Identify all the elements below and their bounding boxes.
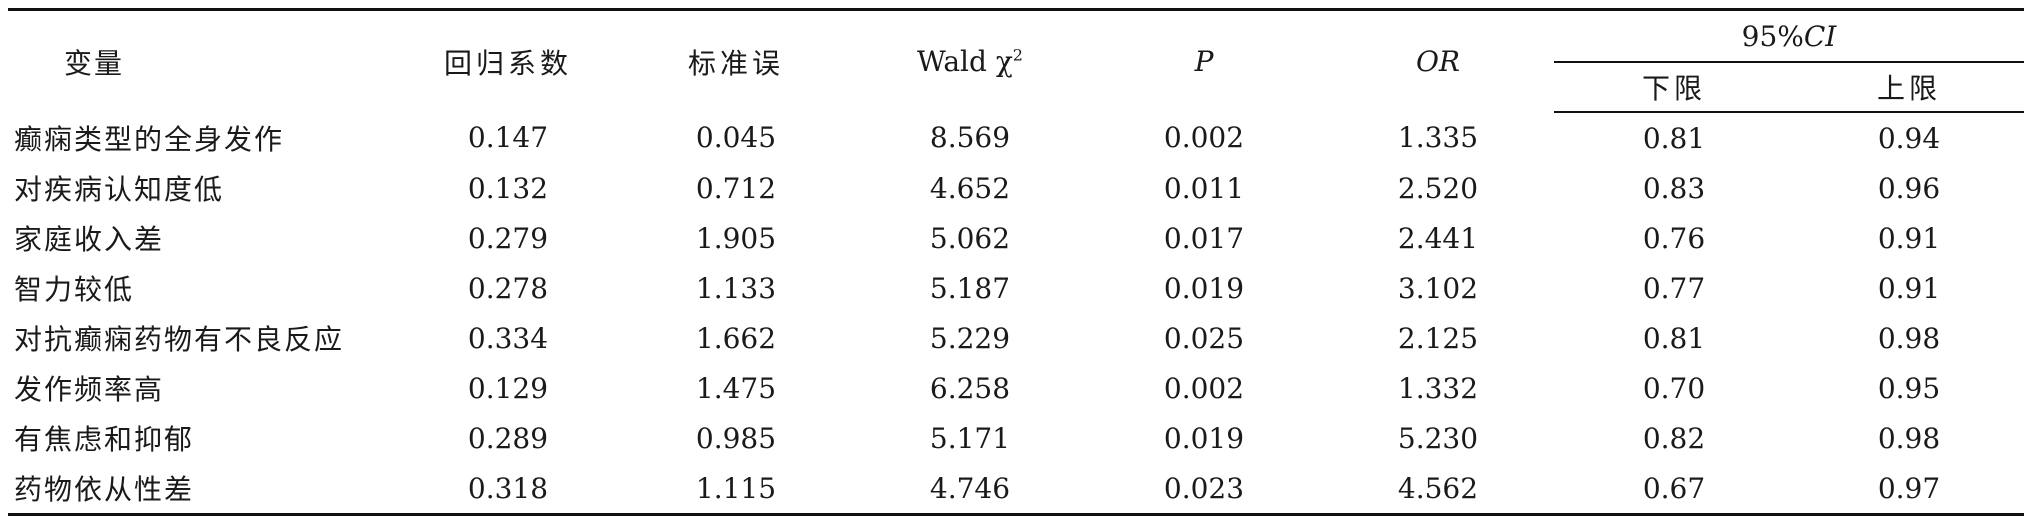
ci-upper-cell: 0.98 (1877, 421, 1941, 455)
standard-error-cell: 0.712 (695, 171, 777, 205)
ci-upper-cell: 0.98 (1877, 321, 1941, 355)
table-row: 有焦虑和抑郁 0.289 0.985 5.171 0.019 5.230 0.82 0.98 (8, 413, 2024, 463)
coefficient-cell: 0.318 (398, 463, 618, 516)
table-row: 家庭收入差 0.279 1.905 5.062 0.017 2.441 0.76 0.91 (8, 213, 2024, 263)
ci-lower-cell: 0.76 (1642, 221, 1706, 255)
odds-ratio-cell: 4.562 (1322, 463, 1554, 516)
coefficient-cell: 0.147 (467, 121, 549, 154)
header-variable: 变量 (8, 8, 398, 112)
wald-cell: 5.229 (929, 321, 1011, 355)
odds-ratio-cell: 2.125 (1397, 321, 1479, 355)
odds-ratio-cell: 5.230 (1397, 421, 1479, 455)
header-ci-prefix: 95% (1741, 19, 1804, 53)
ci-upper-cell: 0.97 (1794, 463, 2024, 516)
coefficient-cell: 0.334 (467, 321, 549, 355)
header-wald-text: Wald χ (917, 45, 1013, 78)
variable-cell: 对抗癫痫药物有不良反应 (14, 323, 345, 356)
standard-error-cell: 1.662 (695, 321, 777, 355)
standard-error-cell: 0.045 (695, 121, 777, 154)
table-row: 发作频率高 0.129 1.475 6.258 0.002 1.332 0.70 0.95 (8, 363, 2024, 413)
p-value-cell: 0.011 (1163, 171, 1245, 205)
table-row: 智力较低 0.278 1.133 5.187 0.019 3.102 0.77 0.91 (8, 263, 2024, 313)
p-value-cell: 0.017 (1163, 221, 1245, 255)
ci-upper-cell: 0.91 (1877, 221, 1941, 255)
wald-cell: 4.652 (929, 171, 1011, 205)
ci-upper-cell: 0.94 (1877, 121, 1941, 155)
p-value-cell: 0.019 (1163, 271, 1245, 305)
coefficient-cell: 0.279 (467, 221, 549, 255)
variable-cell: 药物依从性差 (8, 463, 398, 516)
regression-table: 变量 回归系数 标准误 Wald χ2 P OR 95%CI 下限 上限 癫痫类… (8, 8, 2024, 516)
odds-ratio-cell: 3.102 (1397, 271, 1479, 305)
standard-error-cell: 1.115 (618, 463, 854, 516)
ci-lower-cell: 0.81 (1642, 321, 1706, 355)
wald-cell: 5.187 (929, 271, 1011, 305)
standard-error-cell: 1.475 (695, 371, 777, 405)
wald-cell: 6.258 (929, 371, 1011, 405)
variable-cell: 有焦虑和抑郁 (14, 423, 195, 456)
ci-upper-cell: 0.96 (1877, 171, 1941, 205)
coefficient-cell: 0.289 (467, 421, 549, 455)
coefficient-cell: 0.278 (467, 271, 549, 305)
table-row: 癫痫类型的全身发作 0.147 0.045 8.569 0.002 1.335 0.81 0.… (8, 112, 2024, 163)
p-value-cell: 0.019 (1163, 421, 1245, 455)
wald-cell: 8.569 (929, 121, 1011, 154)
wald-cell: 5.171 (929, 421, 1011, 455)
header-wald: Wald χ2 (854, 8, 1086, 112)
p-value-cell: 0.023 (1086, 463, 1322, 516)
standard-error-cell: 1.133 (695, 271, 777, 305)
variable-cell: 对疾病认知度低 (14, 173, 225, 206)
header-confidence-interval: 95%CI (1554, 8, 2024, 63)
p-value-cell: 0.002 (1163, 371, 1245, 405)
variable-cell: 发作频率高 (14, 373, 165, 406)
header-p-value: P (1086, 8, 1322, 112)
table-row: 药物依从性差 0.318 1.115 4.746 0.023 4.562 0.67 0.97 (8, 463, 2024, 516)
header-ci-upper: 上限 (1794, 62, 2024, 113)
ci-lower-cell: 0.81 (1642, 121, 1706, 155)
ci-lower-cell: 0.82 (1642, 421, 1706, 455)
odds-ratio-cell: 1.332 (1397, 371, 1479, 405)
variable-cell: 智力较低 (14, 273, 135, 306)
header-coefficient: 回归系数 (398, 8, 618, 112)
coefficient-cell: 0.129 (467, 371, 549, 405)
standard-error-cell: 1.905 (695, 221, 777, 255)
header-wald-superscript: 2 (1012, 45, 1023, 65)
variable-cell: 癫痫类型的全身发作 (14, 122, 285, 156)
ci-lower-cell: 0.70 (1642, 371, 1706, 405)
p-value-cell: 0.002 (1163, 121, 1245, 154)
wald-cell: 5.062 (929, 221, 1011, 255)
ci-upper-cell: 0.91 (1877, 271, 1941, 305)
header-standard-error: 标准误 (618, 8, 854, 112)
table-row: 对疾病认知度低 0.132 0.712 4.652 0.011 2.520 0.83 0.96 (8, 163, 2024, 213)
odds-ratio-cell: 2.441 (1397, 221, 1479, 255)
p-value-cell: 0.025 (1163, 321, 1245, 355)
coefficient-cell: 0.132 (467, 171, 549, 205)
odds-ratio-cell: 1.335 (1397, 121, 1479, 154)
table-row: 对抗癫痫药物有不良反应 0.334 1.662 5.229 0.025 2.125 0.81… (8, 313, 2024, 363)
ci-lower-cell: 0.83 (1642, 171, 1706, 205)
standard-error-cell: 0.985 (695, 421, 777, 455)
odds-ratio-cell: 2.520 (1397, 171, 1479, 205)
header-ci-lower: 下限 (1554, 62, 1794, 113)
variable-cell: 家庭收入差 (14, 223, 165, 256)
wald-cell: 4.746 (854, 463, 1086, 516)
regression-table-container: 变量 回归系数 标准误 Wald χ2 P OR 95%CI 下限 上限 癫痫类… (8, 8, 2024, 516)
ci-upper-cell: 0.95 (1877, 371, 1941, 405)
header-odds-ratio: OR (1322, 8, 1554, 112)
ci-lower-cell: 0.67 (1554, 463, 1794, 516)
header-ci-suffix: CI (1803, 19, 1837, 53)
table-body: 癫痫类型的全身发作 0.147 0.045 8.569 0.002 1.335 0.81 0.… (8, 112, 2024, 516)
ci-lower-cell: 0.77 (1642, 271, 1706, 305)
